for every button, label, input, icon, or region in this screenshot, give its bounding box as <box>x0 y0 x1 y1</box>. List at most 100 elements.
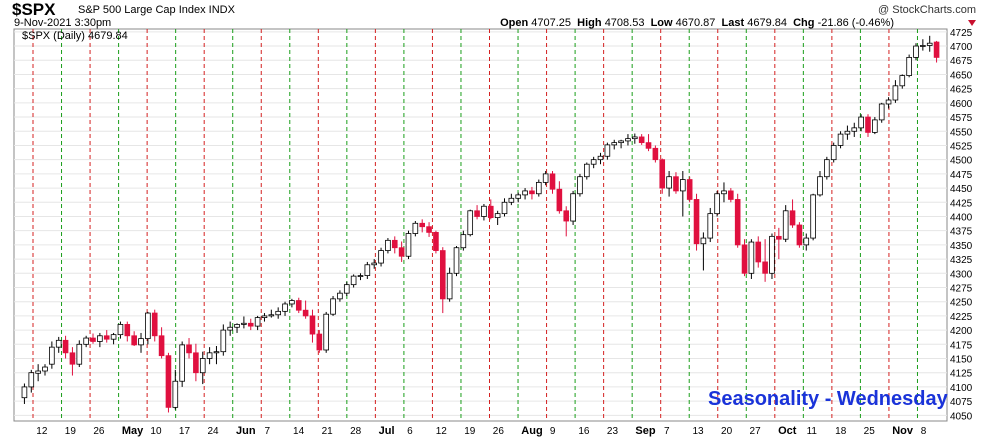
candle-body <box>666 176 672 189</box>
candle-body <box>323 313 329 351</box>
candle-body <box>426 226 432 233</box>
candle-body <box>295 300 302 311</box>
candle <box>741 239 748 277</box>
candle-body <box>179 344 185 382</box>
candle-body <box>796 224 803 246</box>
candle <box>803 233 810 251</box>
low-label: Low <box>650 17 673 29</box>
x-tick-label: 8 <box>921 426 927 437</box>
candle-body <box>446 272 453 300</box>
candle-body <box>254 317 261 327</box>
candle <box>508 193 515 206</box>
candle <box>926 35 933 52</box>
candle-body <box>268 314 275 317</box>
candle-body <box>618 140 624 144</box>
x-tick-label: 7 <box>664 426 670 437</box>
candle <box>426 222 432 237</box>
candle <box>433 230 439 254</box>
candle <box>577 173 583 197</box>
candle <box>453 246 460 277</box>
candle-body <box>851 127 858 132</box>
candle <box>693 193 700 251</box>
y-tick-label: 4600 <box>950 99 973 110</box>
candle-body <box>638 136 645 144</box>
candle-body <box>611 142 618 146</box>
x-tick-label: 16 <box>578 426 590 437</box>
y-tick-label: 4075 <box>950 397 973 408</box>
y-tick-label: 4425 <box>950 198 973 209</box>
candle-body <box>145 312 151 340</box>
candle-body <box>584 163 590 178</box>
candle <box>439 247 446 314</box>
candle-body <box>316 333 323 351</box>
candle-body <box>865 116 871 133</box>
candle <box>227 321 233 336</box>
candle <box>206 347 213 365</box>
candle-body <box>55 339 62 348</box>
open-label: Open <box>500 17 529 29</box>
candle <box>467 209 474 237</box>
candle <box>474 205 480 220</box>
candle-body <box>213 351 220 354</box>
candle <box>673 172 679 194</box>
candle-body <box>193 352 199 374</box>
candle-body <box>693 199 700 245</box>
y-tick-label: 4125 <box>950 369 973 380</box>
candle-body <box>172 380 179 408</box>
candle-body <box>151 312 158 337</box>
candle <box>391 236 398 254</box>
candle-body <box>330 298 336 315</box>
candle <box>686 176 693 203</box>
brand-watermark: @ StockCharts.com <box>878 4 976 16</box>
candle-body <box>755 241 762 263</box>
candle <box>131 331 137 347</box>
candle <box>28 369 35 393</box>
candle-body <box>83 337 89 345</box>
candle-body <box>343 284 350 294</box>
candle <box>494 210 501 225</box>
candle-body <box>535 181 542 195</box>
candle-body <box>728 190 734 200</box>
candle-body <box>350 275 357 286</box>
candle-body <box>570 193 576 222</box>
y-tick-label: 4375 <box>950 227 973 238</box>
candle <box>83 335 89 348</box>
candle-body <box>830 145 837 161</box>
seasonality-annotation: Seasonality - Wednesday <box>708 388 948 410</box>
candle-body <box>337 292 343 300</box>
x-tick-label: 7 <box>265 426 271 437</box>
candle-body <box>138 338 144 346</box>
candle <box>124 321 131 342</box>
high-value: 4708.53 <box>604 17 645 29</box>
open-value: 4707.25 <box>531 17 572 29</box>
candle-body <box>652 147 659 161</box>
candle <box>878 102 885 123</box>
y-tick-label: 4175 <box>950 340 973 351</box>
candle <box>837 131 844 149</box>
candle-body <box>90 337 96 342</box>
candle <box>851 122 858 137</box>
candle <box>611 139 618 150</box>
candle-body <box>124 324 131 337</box>
candle <box>789 199 796 228</box>
candle-body <box>714 193 720 215</box>
candle <box>721 182 727 203</box>
candle <box>522 188 528 200</box>
candle-body <box>645 142 652 149</box>
y-tick-label: 4100 <box>950 383 973 394</box>
x-tick-label: 13 <box>692 426 704 437</box>
x-tick-label: 27 <box>750 426 762 437</box>
candle <box>549 171 556 194</box>
candle <box>385 238 391 254</box>
candle-body <box>769 235 775 274</box>
candle <box>529 186 535 200</box>
candle-body <box>378 250 384 264</box>
candle <box>268 309 275 318</box>
candle <box>885 97 892 109</box>
x-tick-label: 12 <box>36 426 48 437</box>
candle-body <box>467 210 474 236</box>
y-axis-ticks: 4050 4075 4100 4125 4150 4175 4200 4225 4250 4275… <box>950 28 973 422</box>
candle-body <box>515 194 522 199</box>
candle-body <box>632 136 638 140</box>
candle-body <box>309 315 316 335</box>
